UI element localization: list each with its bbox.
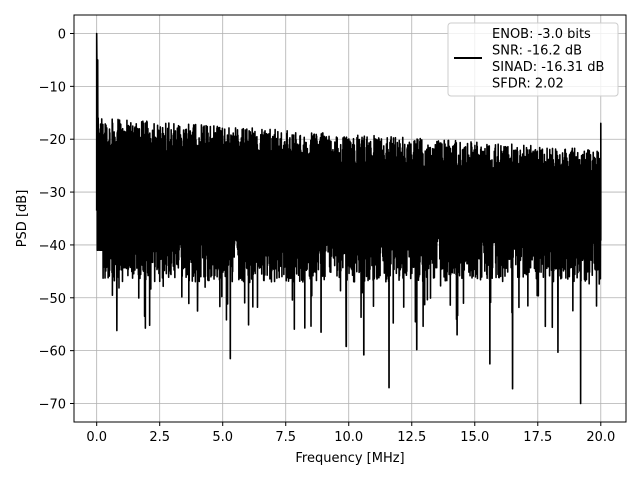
x-axis-label: Frequency [MHz] xyxy=(295,451,404,466)
x-tick-label: 17.5 xyxy=(523,430,552,445)
y-axis-label: PSD [dB] xyxy=(15,190,30,248)
legend: ENOB: -3.0 bits SNR: -16.2 dB SINAD: -16… xyxy=(447,22,619,97)
x-axis: 0.0 2.5 5.0 7.5 10.0 12.5 15.0 17.5 20.0 xyxy=(86,422,615,445)
y-tick-label: −60 xyxy=(39,345,66,360)
y-tick-label: −50 xyxy=(39,292,66,307)
legend-entry-sfdr: SFDR: 2.02 xyxy=(492,77,564,92)
x-tick-label: 10.0 xyxy=(334,430,363,445)
legend-entry-sinad: SINAD: -16.31 dB xyxy=(492,60,604,75)
y-tick-label: −40 xyxy=(39,239,66,254)
y-tick-label: −10 xyxy=(39,80,66,95)
x-tick-label: 2.5 xyxy=(149,430,170,445)
x-tick-label: 7.5 xyxy=(275,430,296,445)
legend-box xyxy=(447,22,619,97)
x-tick-label: 0.0 xyxy=(86,430,107,445)
x-tick-label: 12.5 xyxy=(397,430,426,445)
legend-entry-snr: SNR: -16.2 dB xyxy=(492,44,582,59)
y-tick-label: −70 xyxy=(39,398,66,413)
psd-trace xyxy=(95,32,602,405)
x-tick-label: 20.0 xyxy=(586,430,615,445)
plot-area xyxy=(73,14,627,423)
y-axis: 0 −10 −20 −30 −40 −50 −60 −70 xyxy=(39,28,74,413)
y-tick-label: 0 xyxy=(58,28,66,43)
legend-entry-enob: ENOB: -3.0 bits xyxy=(492,27,591,42)
y-tick-label: −30 xyxy=(39,186,66,201)
y-tick-label: −20 xyxy=(39,133,66,148)
x-tick-label: 5.0 xyxy=(212,430,233,445)
series-layer xyxy=(95,32,602,405)
x-tick-label: 15.0 xyxy=(460,430,489,445)
